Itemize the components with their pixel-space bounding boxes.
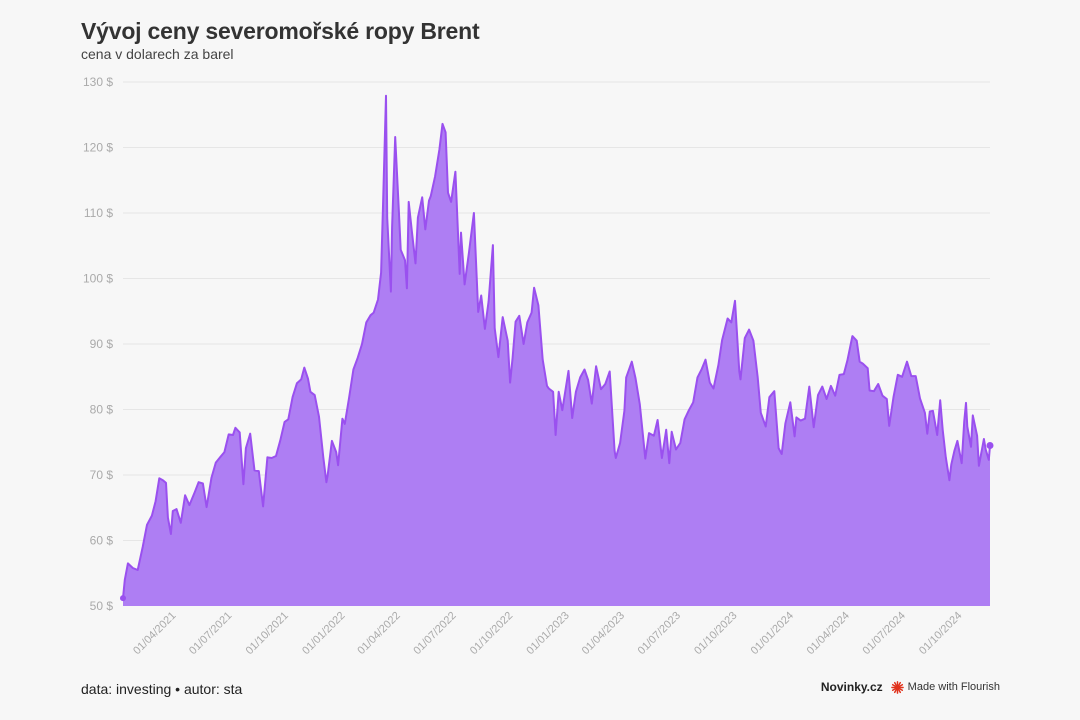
x-tick-label: 01/07/2021 xyxy=(187,610,234,657)
x-tick-label: 01/07/2022 xyxy=(411,610,458,657)
y-tick-label: 120 $ xyxy=(83,141,113,155)
chart-title: Vývoj ceny severomořské ropy Brent xyxy=(81,18,480,44)
y-tick-label: 80 $ xyxy=(90,403,114,417)
series-area xyxy=(123,95,990,607)
flourish-icon xyxy=(890,680,904,694)
y-tick-label: 90 $ xyxy=(90,337,114,351)
brand-logo[interactable]: Novinky.cz xyxy=(820,680,883,694)
flourish-label: Made with Flourish xyxy=(907,681,1000,693)
series-line xyxy=(122,94,991,599)
series-end-point xyxy=(986,442,994,450)
x-tick-label: 01/10/2021 xyxy=(244,610,291,657)
footer-branding: Novinky.cz Made with Flourish xyxy=(821,680,1000,694)
x-tick-label: 01/07/2023 xyxy=(636,610,683,657)
source-credit: data: investing • autor: sta xyxy=(81,681,243,697)
x-tick-label: 01/04/2024 xyxy=(805,610,852,657)
x-tick-label: 01/10/2024 xyxy=(917,610,964,657)
x-tick-label: 01/10/2022 xyxy=(468,610,515,657)
y-tick-label: 130 $ xyxy=(83,75,113,89)
y-tick-label: 110 $ xyxy=(84,206,113,220)
x-tick-label: 01/04/2023 xyxy=(580,610,627,657)
x-tick-label: 01/04/2021 xyxy=(131,610,178,657)
x-tick-label: 01/04/2022 xyxy=(355,610,402,657)
flourish-credit[interactable]: Made with Flourish xyxy=(890,680,1000,694)
series-start-point xyxy=(120,595,126,602)
x-tick-label: 01/07/2024 xyxy=(861,610,908,657)
x-tick-label: 01/10/2023 xyxy=(692,610,739,657)
x-tick-label: 01/01/2024 xyxy=(749,610,796,657)
y-tick-label: 60 $ xyxy=(90,534,114,548)
y-tick-label: 70 $ xyxy=(90,468,114,482)
y-tick-label: 50 $ xyxy=(90,599,114,613)
x-tick-label: 01/01/2023 xyxy=(524,610,571,657)
y-tick-label: 100 $ xyxy=(83,272,113,286)
chart-subtitle: cena v dolarech za barel xyxy=(81,46,234,62)
x-tick-label: 01/01/2022 xyxy=(300,610,347,657)
